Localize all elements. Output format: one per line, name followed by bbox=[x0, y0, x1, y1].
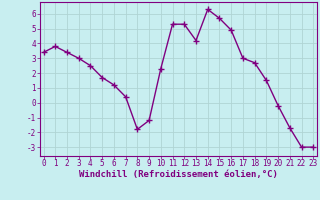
X-axis label: Windchill (Refroidissement éolien,°C): Windchill (Refroidissement éolien,°C) bbox=[79, 170, 278, 179]
